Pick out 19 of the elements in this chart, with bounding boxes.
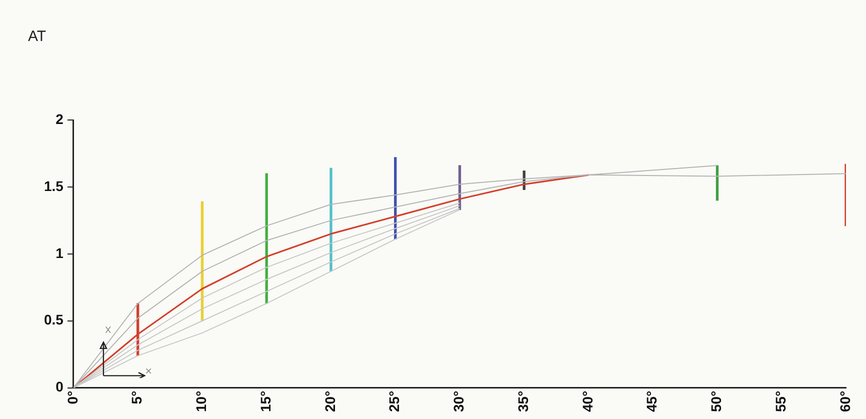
- x-tick-label: 50°: [708, 390, 724, 412]
- x-tick-label: 55°: [772, 390, 788, 412]
- x-tick-label: 45°: [644, 390, 660, 412]
- x-tick-label: 10°: [193, 390, 210, 412]
- x-tick-label: 35°: [514, 390, 531, 412]
- x-tick-label: 30°: [450, 390, 467, 412]
- y-tick-label: 2: [56, 110, 64, 127]
- y-tick-label: 1.5: [44, 178, 64, 194]
- x-tick-label: 40°: [579, 390, 596, 412]
- x-tick-label: 60°: [836, 390, 853, 412]
- x-tick-label: 0°: [64, 390, 80, 404]
- x-tick-label: 5°: [128, 390, 145, 404]
- x-tick-label: 15°: [257, 390, 274, 412]
- x-tick-label: 25°: [386, 390, 402, 412]
- y-axis-title: AT: [28, 28, 46, 45]
- y-tick-label: 1: [56, 244, 64, 261]
- y-tick-label: 0: [56, 378, 64, 395]
- y-tick-label: 0.5: [44, 312, 64, 328]
- x-tick-label: 20°: [322, 390, 338, 412]
